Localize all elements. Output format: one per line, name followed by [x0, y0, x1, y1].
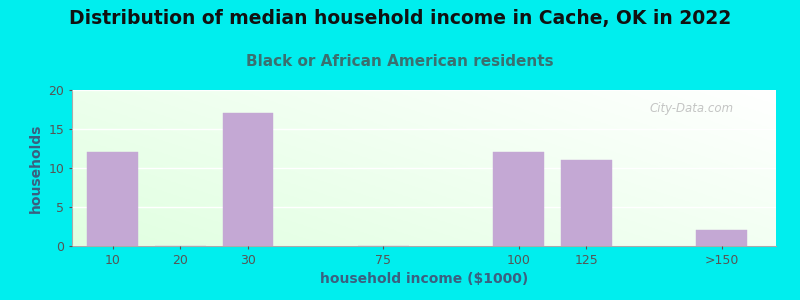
Text: City-Data.com: City-Data.com: [650, 103, 734, 116]
Bar: [87, 152, 138, 246]
Bar: [222, 113, 274, 246]
Bar: [697, 230, 747, 246]
Bar: [494, 152, 544, 246]
X-axis label: household income ($1000): household income ($1000): [320, 272, 528, 286]
Y-axis label: households: households: [29, 123, 43, 213]
Bar: [561, 160, 612, 246]
Text: Distribution of median household income in Cache, OK in 2022: Distribution of median household income …: [69, 9, 731, 28]
Text: Black or African American residents: Black or African American residents: [246, 54, 554, 69]
